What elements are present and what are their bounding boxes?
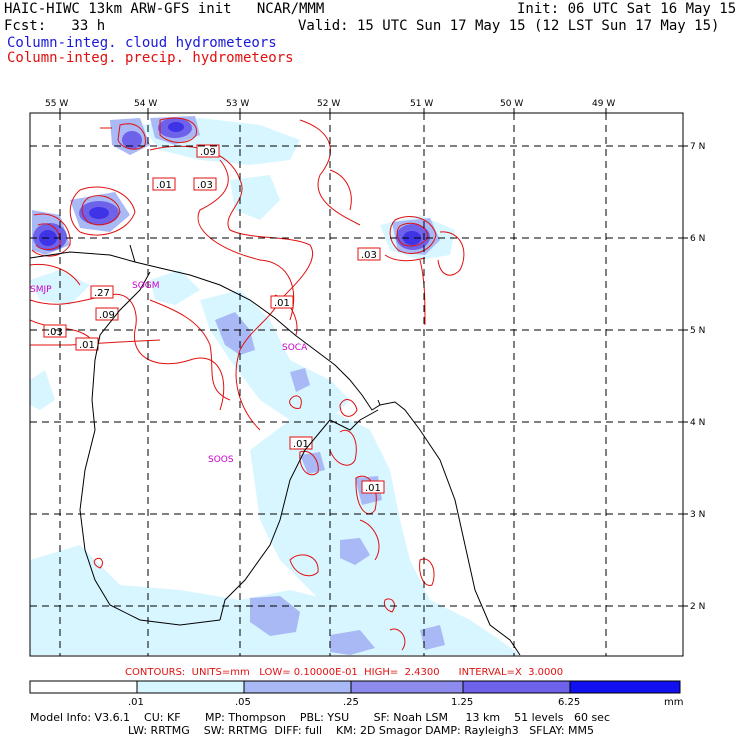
contour-label: .03 bbox=[357, 247, 381, 261]
colorbar-bin bbox=[350, 680, 464, 694]
colorbar-bin bbox=[29, 680, 138, 694]
colorbar bbox=[29, 680, 681, 694]
svg-text:.09: .09 bbox=[200, 147, 216, 158]
contour-label: .09 bbox=[196, 144, 220, 158]
svg-text:.03: .03 bbox=[361, 250, 377, 261]
frame-ticks bbox=[59, 108, 688, 607]
station-sogm: SOGM bbox=[132, 281, 160, 291]
svg-text:.01: .01 bbox=[274, 298, 290, 309]
svg-text:.01: .01 bbox=[79, 340, 95, 351]
valid-time: Valid: 15 UTC Sun 17 May 15 (12 LST Sun … bbox=[298, 18, 720, 34]
lon-label: 52 W bbox=[317, 99, 340, 109]
map-layer: .09 .01 .03 .27 .09 .03 .01 .01 .03 .01 … bbox=[30, 113, 683, 656]
lat-labels: 7 N 6 N 5 N 4 N 3 N 2 N bbox=[690, 142, 705, 612]
contour-label: .09 bbox=[95, 307, 119, 321]
contour-label: .01 bbox=[75, 337, 99, 351]
model-title: HAIC-HIWC 13km ARW-GFS init NCAR/MMM bbox=[4, 1, 325, 17]
svg-text:.01: .01 bbox=[365, 483, 381, 494]
colorbar-tick: .01 bbox=[128, 697, 144, 708]
lon-label: 55 W bbox=[45, 99, 68, 109]
colorbar-ticks: .01 .05 .25 1.25 6.25 mm bbox=[128, 697, 683, 708]
colorbar-tick: .25 bbox=[343, 697, 359, 708]
field-precip-label: Column-integ. precip. hydrometeors bbox=[7, 50, 294, 66]
coastline bbox=[30, 244, 521, 656]
lat-label: 2 N bbox=[690, 602, 705, 612]
latlon-grid bbox=[30, 113, 683, 656]
svg-text:.01: .01 bbox=[156, 180, 172, 191]
map-frame bbox=[29, 112, 684, 657]
lon-label: 49 W bbox=[592, 99, 615, 109]
colorbar-tick: 6.25 bbox=[558, 697, 580, 708]
lat-label: 5 N bbox=[690, 326, 705, 336]
lat-label: 3 N bbox=[690, 510, 705, 520]
forecast-hour: Fcst: 33 h bbox=[4, 18, 106, 34]
lon-label: 51 W bbox=[410, 99, 433, 109]
svg-text:.03: .03 bbox=[47, 327, 63, 338]
colorbar-bin bbox=[569, 680, 681, 694]
lon-label: 54 W bbox=[134, 99, 157, 109]
contours-info: CONTOURS: UNITS=mm LOW= 0.10000E-01 HIGH… bbox=[125, 667, 564, 678]
svg-text:.09: .09 bbox=[99, 310, 115, 321]
init-time: Init: 06 UTC Sat 16 May 15 bbox=[517, 1, 737, 17]
station-soos: SOOS bbox=[208, 455, 234, 465]
contour-label: .01 bbox=[361, 480, 385, 494]
svg-text:.03: .03 bbox=[197, 180, 213, 191]
lon-labels: 55 W 54 W 53 W 52 W 51 W 50 W 49 W bbox=[45, 99, 615, 109]
field-cloud-label: Column-integ. cloud hydrometeors bbox=[7, 35, 277, 51]
contour-label: .01 bbox=[289, 436, 313, 450]
contour-label: .01 bbox=[152, 177, 176, 191]
contour-label: .03 bbox=[193, 177, 217, 191]
contour-labels: .09 .01 .03 .27 .09 .03 .01 .01 .03 .01 … bbox=[43, 144, 385, 494]
precip-contours bbox=[30, 117, 465, 651]
colorbar-tick: 1.25 bbox=[451, 697, 473, 708]
lat-label: 7 N bbox=[690, 142, 705, 152]
lon-label: 50 W bbox=[500, 99, 523, 109]
colorbar-unit: mm bbox=[664, 697, 683, 708]
contour-label: .03 bbox=[43, 324, 67, 338]
station-soca: SOCA bbox=[282, 343, 308, 353]
lat-label: 6 N bbox=[690, 234, 705, 244]
svg-text:.01: .01 bbox=[293, 439, 309, 450]
contour-label: .01 bbox=[270, 295, 294, 309]
model-info-line1: Model Info: V3.6.1 CU: KF MP: Thompson P… bbox=[30, 711, 610, 724]
station-smjp: SMJP bbox=[30, 285, 52, 295]
colorbar-bin bbox=[136, 680, 245, 694]
colorbar-bin bbox=[243, 680, 352, 694]
svg-text:.27: .27 bbox=[94, 288, 110, 299]
contour-label: .27 bbox=[90, 285, 114, 299]
colorbar-tick: .05 bbox=[235, 697, 251, 708]
colorbar-bin bbox=[462, 680, 571, 694]
lat-label: 4 N bbox=[690, 418, 705, 428]
lon-label: 53 W bbox=[226, 99, 249, 109]
stations: SMJP SOGM SOCA SOOS bbox=[30, 281, 308, 465]
model-info-line2: LW: RRTMG SW: RRTMG DIFF: full KM: 2D Sm… bbox=[128, 724, 594, 737]
